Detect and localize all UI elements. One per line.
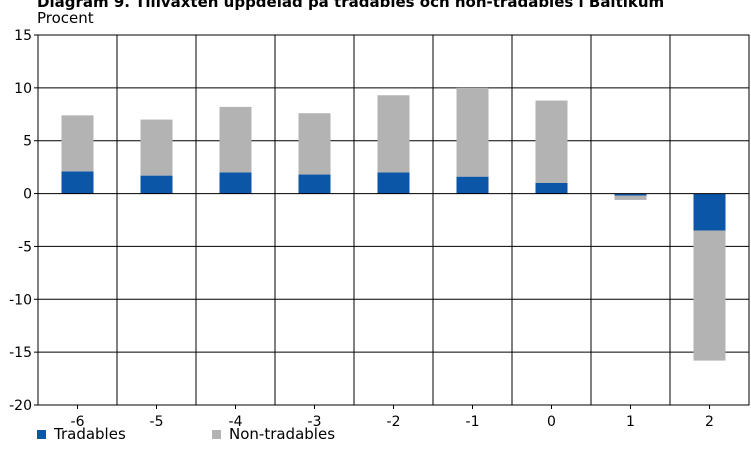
legend-item-non-tradables: Non-tradables — [212, 425, 335, 443]
y-tick-label: -20 — [9, 398, 32, 414]
x-tick-label: 1 — [626, 414, 635, 430]
bar-tradables--5 — [140, 175, 173, 194]
bar-non-tradables--1 — [456, 87, 489, 177]
bar-non-tradables--4 — [219, 106, 252, 173]
bar-tradables--3 — [298, 174, 331, 194]
bar-non-tradables--5 — [140, 119, 173, 176]
bars — [61, 87, 726, 361]
y-tick-label: -5 — [18, 239, 32, 255]
y-tick-label: 10 — [14, 81, 32, 97]
x-tick-label: -4 — [229, 414, 243, 430]
y-tick-label: -15 — [9, 345, 32, 361]
y-tick-labels: 15 10 5 0 -5 -10 -15 -20 — [9, 28, 32, 414]
bar-tradables--2 — [377, 172, 410, 194]
legend-item-tradables: Tradables — [37, 425, 126, 443]
bar-tradables-2 — [693, 193, 726, 231]
bar-non-tradables--2 — [377, 95, 410, 173]
y-tick-label: 0 — [23, 187, 32, 203]
bar-tradables-1 — [614, 193, 647, 196]
legend-swatch-non-tradables — [212, 429, 221, 439]
bar-non-tradables--6 — [61, 115, 94, 172]
y-tick-label: 5 — [23, 134, 32, 150]
x-tick-label: 0 — [547, 414, 556, 430]
x-tick-labels: -6 -5 -4 -3 -2 -1 0 1 2 — [71, 414, 714, 430]
bar-tradables--6 — [61, 171, 94, 194]
legend-swatch-tradables — [37, 429, 46, 439]
bar-tradables--1 — [456, 176, 489, 194]
x-tick-label: -6 — [71, 414, 85, 430]
x-tick-label: -5 — [150, 414, 164, 430]
bar-non-tradables-2 — [693, 230, 726, 361]
bar-tradables--4 — [219, 172, 252, 194]
y-tick-label: -10 — [9, 292, 32, 308]
bar-tradables-0 — [535, 183, 568, 194]
x-tick-label: -2 — [387, 414, 401, 430]
bar-non-tradables--3 — [298, 113, 331, 175]
y-tick-label: 15 — [14, 28, 32, 44]
bar-non-tradables-0 — [535, 100, 568, 183]
x-tick-label: 2 — [705, 414, 714, 430]
x-tick-label: -3 — [308, 414, 322, 430]
y-axis-unit-label: Procent — [37, 9, 94, 27]
legend-label-tradables: Tradables — [54, 425, 126, 443]
axes — [34, 34, 750, 409]
chart-title: Diagram 9. Tillväxten uppdelad på tradab… — [37, 0, 665, 11]
grid-lines — [38, 34, 749, 406]
legend-label-non-tradables: Non-tradables — [229, 425, 336, 443]
x-tick-label: -1 — [466, 414, 480, 430]
plot-frame — [37, 34, 750, 406]
bar-non-tradables-1 — [614, 195, 647, 200]
